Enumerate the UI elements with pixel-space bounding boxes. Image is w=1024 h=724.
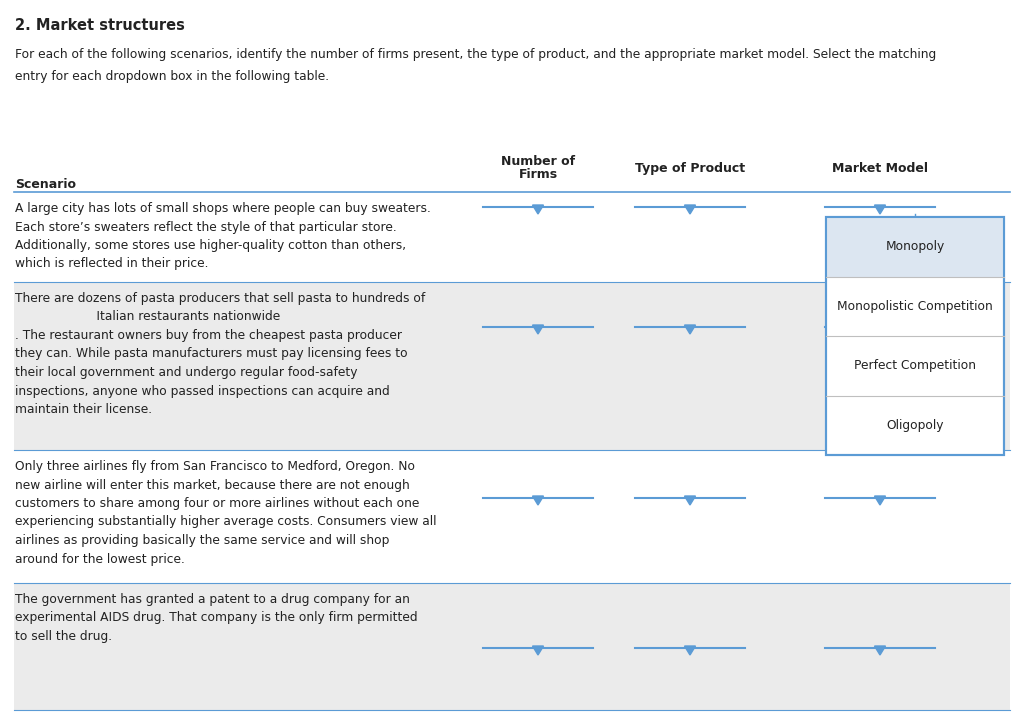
Text: Firms: Firms	[518, 168, 557, 181]
Text: Number of: Number of	[501, 155, 575, 168]
Polygon shape	[532, 646, 544, 655]
Polygon shape	[684, 646, 695, 655]
Polygon shape	[905, 217, 925, 227]
Polygon shape	[874, 646, 886, 655]
Text: Oligopoly: Oligopoly	[886, 418, 944, 432]
Bar	[826, 217, 1004, 455]
Text: There are dozens of pasta producers that sell pasta to hundreds of
             : There are dozens of pasta producers that…	[15, 292, 425, 416]
Polygon shape	[874, 205, 886, 214]
Text: Only three airlines fly from San Francisco to Medford, Oregon. No
new airline wi: Only three airlines fly from San Francis…	[15, 460, 436, 565]
Text: entry for each dropdown box in the following table.: entry for each dropdown box in the follo…	[15, 70, 329, 83]
Polygon shape	[684, 325, 695, 334]
Text: Market Model: Market Model	[831, 162, 928, 175]
Text: Scenario: Scenario	[15, 178, 76, 191]
Text: The government has granted a patent to a drug company for an
experimental AIDS d: The government has granted a patent to a…	[15, 593, 418, 643]
Polygon shape	[532, 325, 544, 334]
Text: Perfect Competition: Perfect Competition	[854, 359, 976, 372]
Polygon shape	[532, 205, 544, 214]
Bar	[14, 282, 1010, 450]
Polygon shape	[874, 496, 886, 505]
Bar	[14, 450, 1010, 583]
Text: Monopoly: Monopoly	[886, 240, 944, 253]
Text: Type of Product: Type of Product	[635, 162, 745, 175]
Polygon shape	[532, 496, 544, 505]
Text: A large city has lots of small shops where people can buy sweaters.
Each store’s: A large city has lots of small shops whe…	[15, 202, 431, 271]
Text: For each of the following scenarios, identify the number of firms present, the t: For each of the following scenarios, ide…	[15, 48, 936, 61]
Polygon shape	[874, 325, 886, 334]
Bar	[14, 583, 1010, 710]
Polygon shape	[684, 496, 695, 505]
Text: 2. Market structures: 2. Market structures	[15, 18, 185, 33]
Bar	[14, 192, 1010, 282]
Polygon shape	[684, 205, 695, 214]
Bar	[826, 217, 1004, 277]
Bar	[826, 217, 1004, 455]
Text: Monopolistic Competition: Monopolistic Competition	[838, 300, 993, 313]
